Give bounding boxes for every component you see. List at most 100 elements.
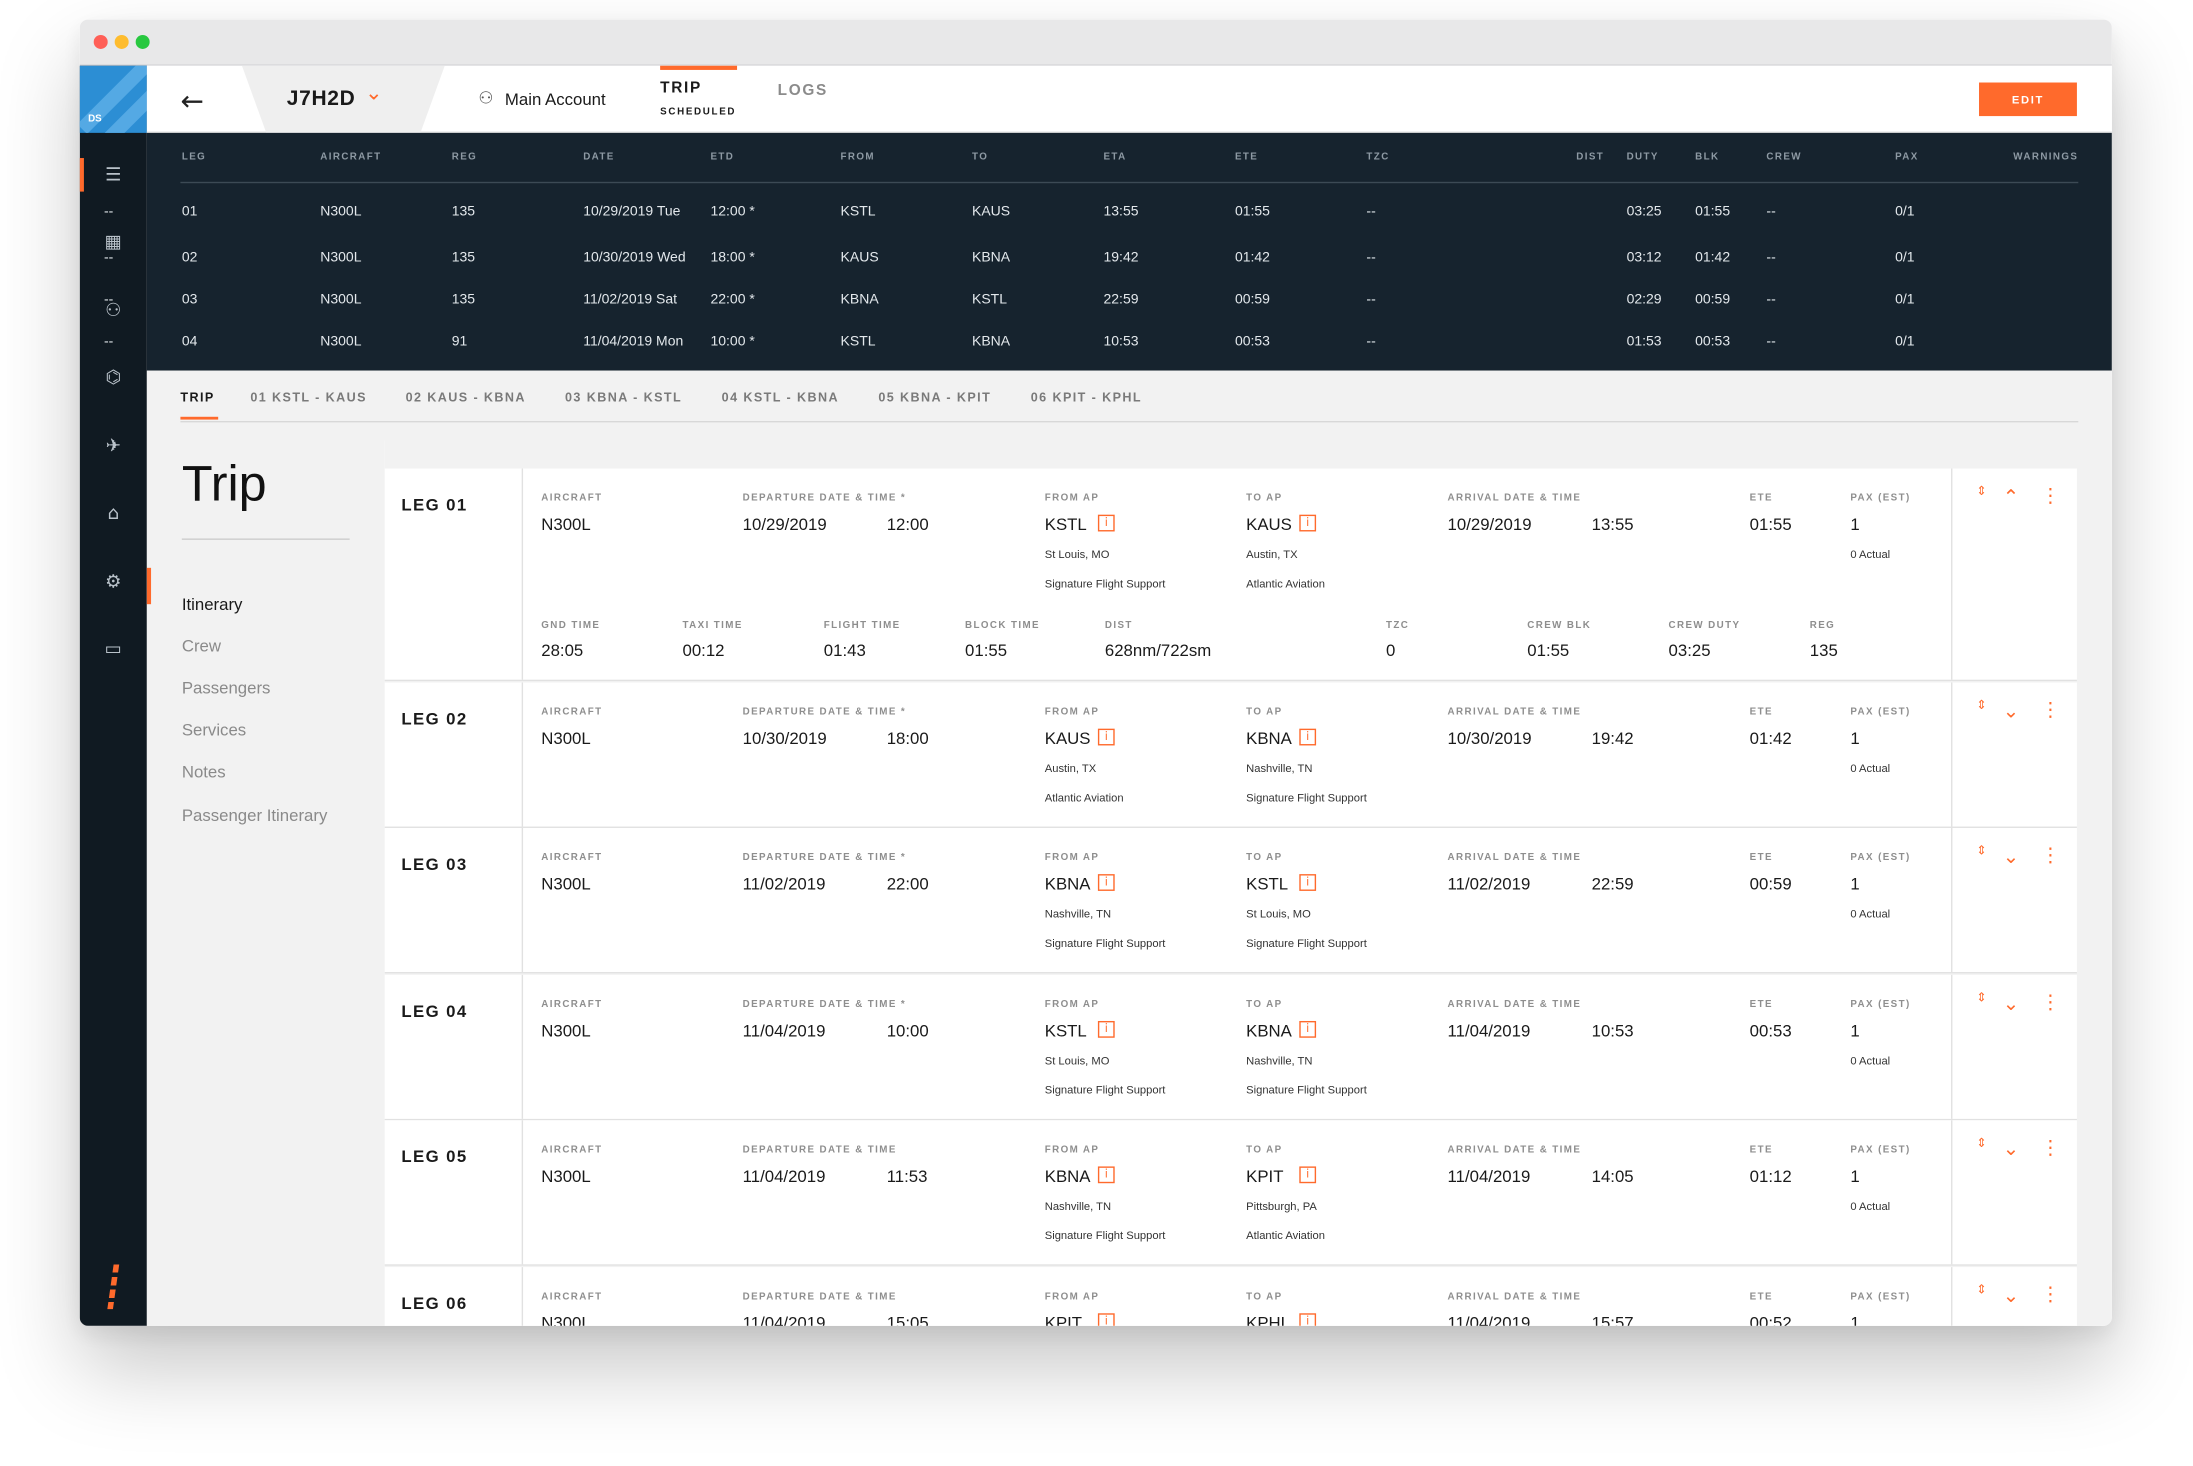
back-arrow-icon[interactable]: ← [180,83,204,118]
more-options-icon[interactable]: ⋮ [2040,485,2061,508]
tzc-value: 0 [1386,640,1396,661]
reorder-icon[interactable]: ⇕ [1976,699,1987,714]
to-fbo[interactable]: Atlantic Aviation [1246,1229,1325,1242]
messages-icon[interactable]: ▭ [104,638,122,660]
departure-time: 12:00 [886,514,929,535]
tab-logs[interactable]: LOGS [777,82,828,100]
more-options-icon[interactable]: ⋮ [2040,1283,2061,1307]
to-city: St Louis, MO [1246,907,1311,921]
close-window-button[interactable] [93,34,108,49]
subnav-item-passengers[interactable]: Passengers [181,678,271,698]
leg-tab-1[interactable]: 01 KSTL - KAUS [250,390,367,405]
from-fbo[interactable]: Signature Flight Support [1044,1083,1166,1097]
from-airport-code[interactable]: KBNA [1044,1166,1091,1187]
from-fbo[interactable]: Atlantic Aviation [1044,791,1124,805]
subnav-item-notes[interactable]: Notes [181,762,226,782]
reorder-icon[interactable]: ⇕ [1976,1283,1987,1298]
from-airport-code[interactable]: KPIT [1044,1313,1083,1326]
minimize-window-button[interactable] [114,34,129,49]
title-bar [79,19,2112,66]
info-icon[interactable]: i [1097,514,1115,532]
more-options-icon[interactable]: ⋮ [2040,699,2061,722]
chevron-down-icon[interactable]: ⌄ [2002,700,2020,724]
account-name[interactable]: Main Account [504,89,606,110]
more-options-icon[interactable]: ⋮ [2040,991,2061,1014]
from-fbo[interactable]: Signature Flight Support [1044,577,1166,591]
reorder-icon[interactable]: ⇕ [1976,485,1987,500]
to-airport-code[interactable]: KBNA [1246,1020,1292,1041]
more-options-icon[interactable]: ⋮ [2040,844,2061,868]
info-icon[interactable]: i [1299,1020,1317,1038]
info-icon[interactable]: i [1097,728,1115,746]
subnav-item-crew[interactable]: Crew [181,636,222,656]
departure-label: DEPARTURE DATE & TIME * [742,707,907,718]
to-airport-code[interactable]: KPIT [1246,1166,1284,1187]
chevron-down-icon[interactable]: ⌄ [2002,846,2020,869]
info-icon[interactable]: i [1097,874,1115,891]
leg-tab-5[interactable]: 05 KBNA - KPIT [878,390,992,405]
chevron-down-icon[interactable]: ⌄ [2002,993,2020,1016]
info-icon[interactable]: i [1097,1166,1115,1184]
tab-trip[interactable]: TRIP [660,79,702,97]
to-airport-code[interactable]: KAUS [1246,514,1292,535]
leg-tab-2[interactable]: 02 KAUS - KBNA [405,390,526,405]
summary-cell-leg: 03 [181,292,198,308]
trip-id-selector[interactable]: J7H2D [286,86,356,111]
to-airport-code[interactable]: KPHL [1246,1313,1291,1326]
reorder-icon[interactable]: ⇕ [1976,844,1987,859]
active-subnav-indicator [146,567,152,605]
to-airport-code[interactable]: KSTL [1246,874,1289,894]
leg-tab-4[interactable]: 04 KSTL - KBNA [721,390,839,405]
subnav-item-services[interactable]: Services [181,720,247,740]
to-airport-code[interactable]: KBNA [1246,728,1292,749]
reorder-icon[interactable]: ⇕ [1976,991,1987,1006]
info-icon[interactable]: i [1097,1313,1115,1326]
leg-tab-6[interactable]: 06 KPIT - KPHL [1030,390,1142,405]
flights-icon[interactable]: ✈ [105,435,121,457]
reorder-icon[interactable]: ⇕ [1976,1137,1987,1152]
from-airport-code[interactable]: KAUS [1044,728,1091,749]
info-icon[interactable]: i [1097,1020,1115,1038]
pax-value: 1 [1850,728,1860,749]
from-fbo[interactable]: Signature Flight Support [1044,1229,1166,1242]
app-logo[interactable]: DS [79,65,147,133]
from-city: St Louis, MO [1044,1054,1110,1068]
edit-button[interactable]: EDIT [1979,82,2077,117]
chevron-down-icon[interactable]: ⌄ [2002,1138,2020,1161]
sliders-icon[interactable]: ☰ [79,154,147,196]
settings-icon[interactable]: ⚙ [105,571,122,593]
to-fbo[interactable]: Atlantic Aviation [1246,577,1325,591]
from-fbo[interactable]: Signature Flight Support [1044,937,1166,950]
to-fbo[interactable]: Signature Flight Support [1246,937,1367,950]
to-fbo[interactable]: Signature Flight Support [1246,791,1367,805]
info-icon[interactable]: i [1299,728,1317,746]
leg-tab-0[interactable]: TRIP [180,390,215,405]
arrival-label: ARRIVAL DATE & TIME [1447,853,1582,863]
from-airport-code[interactable]: KSTL [1044,514,1087,535]
leg-tab-3[interactable]: 03 KBNA - KSTL [565,390,683,405]
crew-icon[interactable]: ⚇ [105,299,122,321]
summary-cell-to: KBNA [972,250,1011,266]
from-airport-code[interactable]: KSTL [1044,1020,1087,1041]
subnav-item-passenger-itinerary[interactable]: Passenger Itinerary [181,805,328,826]
more-options-icon[interactable]: ⋮ [2040,1137,2061,1160]
info-icon[interactable]: i [1299,1166,1317,1184]
to-fbo[interactable]: Signature Flight Support [1246,1083,1367,1097]
info-icon[interactable]: i [1299,874,1317,891]
calendar-icon[interactable]: ▦ [104,231,122,253]
dist-label: DIST [1104,620,1133,631]
training-icon[interactable]: ⌬ [105,367,122,389]
summary-cell-crew: -- [1766,204,1776,220]
chevron-up-icon[interactable]: ⌃ [2002,486,2020,510]
from-airport-code[interactable]: KBNA [1044,874,1091,894]
reports-icon[interactable]: ⌂ [107,502,120,524]
zoom-window-button[interactable] [135,34,150,49]
reg-label: REG [1809,620,1836,631]
aircraft-value: N300L [541,728,591,749]
chevron-down-icon[interactable]: ⌄ [2002,1285,2020,1308]
info-icon[interactable]: i [1299,514,1317,532]
summary-cell-crew: -- [1766,334,1776,350]
subnav-item-itinerary[interactable]: Itinerary [181,594,243,614]
chevron-down-icon[interactable]: ⌄ [365,79,383,105]
info-icon[interactable]: i [1299,1313,1317,1326]
